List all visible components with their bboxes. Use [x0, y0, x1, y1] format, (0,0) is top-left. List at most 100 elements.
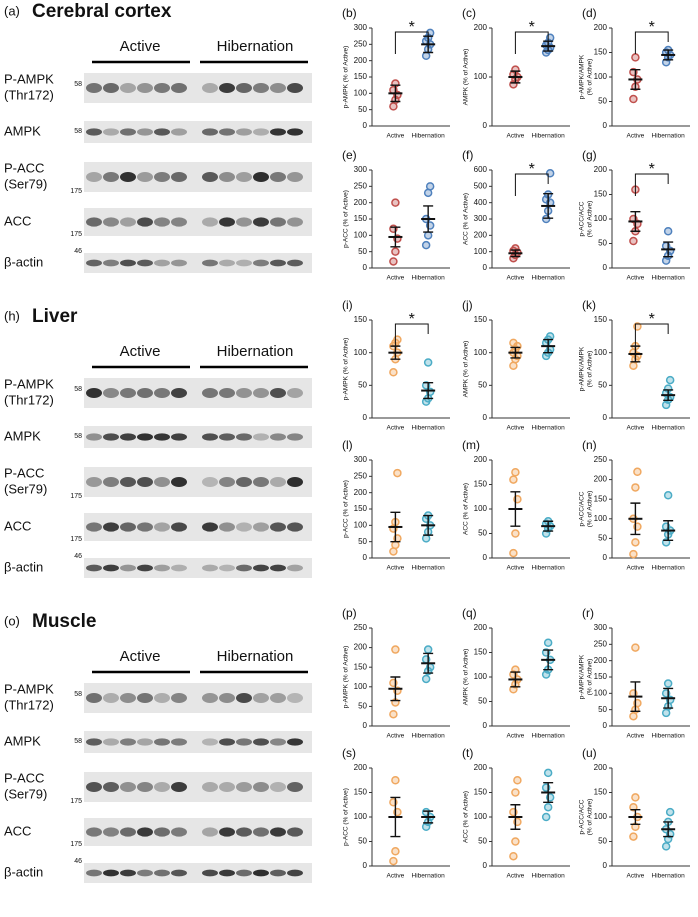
significance-bracket [394, 323, 429, 346]
blot-band [236, 869, 252, 877]
blot-band [202, 172, 218, 182]
x-tick-label: Hibernation [412, 133, 446, 140]
significance-label: * [649, 161, 655, 178]
blot-label: ACC [4, 213, 31, 228]
blot-strip [84, 863, 312, 883]
x-tick-label: Hibernation [532, 733, 566, 740]
blot-band [137, 172, 153, 182]
y-tick-label: 200 [354, 488, 368, 497]
blot-band [219, 83, 235, 93]
blot-band [86, 869, 102, 877]
y-tick-label: 200 [354, 643, 368, 652]
x-tick-label: Hibernation [652, 733, 686, 740]
marker-label: 175 [70, 841, 82, 848]
y-tick-label: 200 [594, 656, 608, 665]
y-tick-label: 50 [358, 247, 367, 256]
y-tick-label: 0 [363, 263, 368, 272]
marker-label: 58 [74, 691, 82, 698]
y-tick-label: 150 [474, 648, 488, 657]
data-point [631, 538, 640, 547]
blot-label: P-ACC [4, 465, 44, 480]
blot-band [236, 827, 252, 837]
y-tick-label: 300 [594, 623, 608, 632]
data-point [511, 837, 520, 846]
x-tick-label: Hibernation [532, 133, 566, 140]
y-tick-label: 300 [354, 455, 368, 464]
blot-label: P-AMPK [4, 71, 54, 86]
y-tick-label: 100 [594, 514, 608, 523]
data-point [665, 807, 675, 817]
blot-band [154, 827, 170, 837]
blot-band [219, 522, 235, 532]
y-tick-label: 50 [598, 97, 607, 106]
blot-band [120, 259, 136, 267]
y-axis-label: AMPK (% of Active) [463, 341, 470, 398]
data-point [631, 643, 640, 652]
x-tick-label: Active [387, 133, 405, 140]
blot-band [120, 172, 136, 182]
y-tick-label: 300 [474, 214, 488, 223]
blot-band [287, 522, 303, 532]
blot-band [270, 217, 286, 227]
blot-band [202, 477, 218, 487]
y-tick-label: 250 [354, 471, 368, 480]
data-point [423, 231, 433, 240]
y-tick-label: 150 [354, 662, 368, 671]
blot-band [120, 827, 136, 837]
significance-bracket [514, 31, 549, 54]
blot-label: P-AMPK [4, 376, 54, 391]
blot-band [219, 217, 235, 227]
x-tick-label: Active [627, 133, 645, 140]
data-point [391, 198, 400, 207]
y-tick-label: 200 [594, 165, 608, 174]
blot-band [171, 564, 187, 572]
blot-band [219, 869, 235, 877]
group-label: Hibernation [217, 343, 294, 360]
significance-label: * [649, 19, 655, 36]
blot-band [120, 477, 136, 487]
panel-label: (f) [462, 148, 473, 162]
y-tick-label: 150 [354, 72, 368, 81]
blot-band [86, 477, 102, 487]
x-tick-label: Hibernation [412, 733, 446, 740]
y-tick-label: 400 [474, 198, 488, 207]
data-point [631, 483, 640, 492]
panel-label: (k) [582, 298, 596, 312]
y-tick-label: 150 [354, 214, 368, 223]
marker-label: 46 [74, 553, 82, 560]
blot-band [202, 83, 218, 93]
blot-band [86, 128, 102, 136]
y-tick-label: 0 [603, 553, 608, 562]
y-tick-label: 150 [594, 48, 608, 57]
x-tick-label: Hibernation [652, 425, 686, 432]
group-label: Hibernation [217, 38, 294, 55]
y-tick-label: 100 [354, 682, 368, 691]
blot-band [253, 388, 269, 398]
blot-band [236, 217, 252, 227]
data-point [509, 851, 518, 861]
x-tick-label: Hibernation [532, 873, 566, 880]
y-tick-label: 50 [478, 697, 487, 706]
blot-band [120, 128, 136, 136]
data-point [423, 645, 433, 654]
blot-band [103, 259, 119, 267]
blot-band [86, 83, 102, 93]
blot-band [137, 477, 153, 487]
x-tick-label: Hibernation [652, 133, 686, 140]
y-tick-label: 100 [354, 230, 368, 239]
x-tick-label: Hibernation [532, 275, 566, 282]
y-tick-label: 200 [474, 23, 488, 32]
blot-band [86, 217, 102, 227]
data-point [423, 358, 433, 367]
blot-band [253, 693, 269, 703]
marker-label: 58 [74, 128, 82, 135]
blot-band [219, 827, 235, 837]
x-tick-label: Active [387, 873, 405, 880]
y-axis-label: (% of Active) [587, 201, 594, 237]
blot-band [253, 433, 269, 441]
significance-bracket [634, 31, 669, 54]
blot-band [120, 869, 136, 877]
blot-band [120, 217, 136, 227]
group-label: Active [120, 38, 161, 55]
y-tick-label: 0 [603, 263, 608, 272]
